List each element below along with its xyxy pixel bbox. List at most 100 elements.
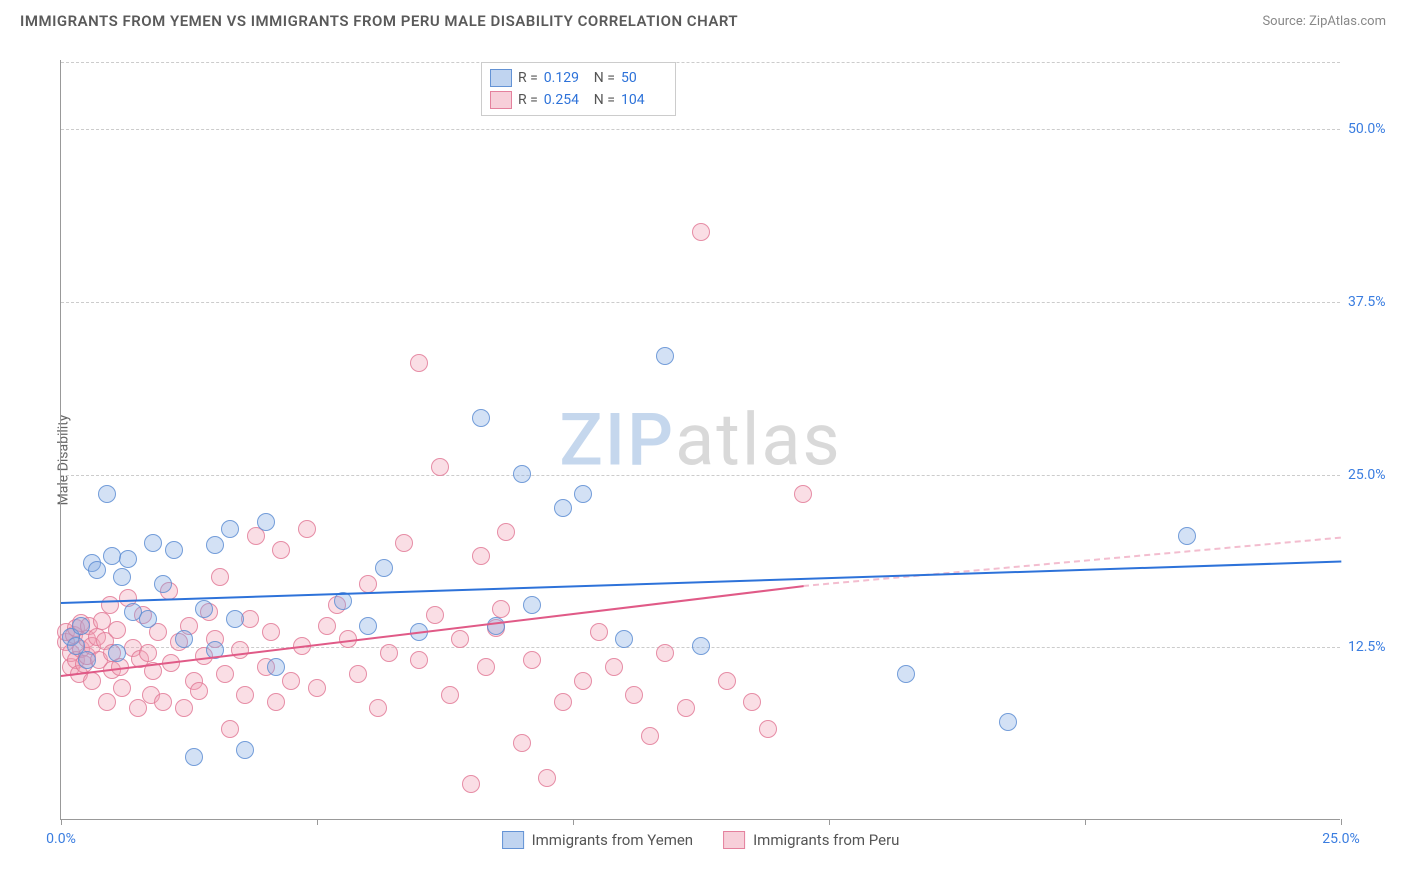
data-point-peru: [211, 568, 229, 586]
x-tick-mark: [61, 819, 62, 825]
data-point-peru: [410, 651, 428, 669]
gridline: [61, 475, 1340, 476]
data-point-peru: [451, 630, 469, 648]
data-point-yemen: [154, 575, 172, 593]
data-point-yemen: [554, 499, 572, 517]
legend-swatch: [490, 91, 512, 109]
data-point-yemen: [1178, 527, 1196, 545]
data-point-peru: [718, 672, 736, 690]
data-point-yemen: [108, 644, 126, 662]
data-point-yemen: [185, 748, 203, 766]
legend-r-label: R =: [518, 92, 538, 108]
data-point-peru: [462, 775, 480, 793]
data-point-peru: [677, 699, 695, 717]
gridline: [61, 129, 1340, 130]
data-point-peru: [426, 606, 444, 624]
legend-swatch: [723, 831, 745, 849]
data-point-peru: [298, 520, 316, 538]
source-link[interactable]: ZipAtlas.com: [1309, 14, 1386, 29]
data-point-peru: [108, 621, 126, 639]
data-point-yemen: [472, 409, 490, 427]
data-point-peru: [743, 693, 761, 711]
data-point-yemen: [221, 520, 239, 538]
chart-header: IMMIGRANTS FROM YEMEN VS IMMIGRANTS FROM…: [0, 0, 1406, 38]
legend-r-value: 0.254: [544, 92, 588, 108]
series-legend-label: Immigrants from Yemen: [532, 831, 694, 849]
data-point-yemen: [257, 513, 275, 531]
x-tick-mark: [1085, 819, 1086, 825]
data-point-yemen: [574, 485, 592, 503]
data-point-yemen: [236, 741, 254, 759]
data-point-yemen: [206, 536, 224, 554]
legend-n-value: 50: [621, 70, 665, 86]
legend-n-label: N =: [594, 92, 615, 108]
watermark: ZIPatlas: [559, 397, 841, 482]
x-tick-mark: [317, 819, 318, 825]
data-point-peru: [101, 596, 119, 614]
legend-n-value: 104: [621, 92, 665, 108]
data-point-yemen: [165, 541, 183, 559]
data-point-peru: [395, 534, 413, 552]
correlation-legend: R = 0.129 N = 50 R = 0.254 N = 104: [481, 62, 676, 116]
legend-n-label: N =: [594, 70, 615, 86]
gridline: [61, 302, 1340, 303]
data-point-yemen: [487, 617, 505, 635]
data-point-peru: [282, 672, 300, 690]
data-point-peru: [308, 679, 326, 697]
data-point-peru: [794, 485, 812, 503]
y-tick-label: 50.0%: [1348, 121, 1398, 137]
data-point-yemen: [523, 596, 541, 614]
data-point-peru: [175, 699, 193, 717]
data-point-yemen: [897, 665, 915, 683]
data-point-peru: [441, 686, 459, 704]
data-point-peru: [83, 672, 101, 690]
data-point-yemen: [195, 600, 213, 618]
gridline: [61, 62, 1340, 63]
data-point-peru: [262, 623, 280, 641]
x-tick-mark: [573, 819, 574, 825]
data-point-peru: [641, 727, 659, 745]
data-point-peru: [513, 734, 531, 752]
trendline-peru-extrapolated: [803, 537, 1341, 587]
series-legend: Immigrants from YemenImmigrants from Per…: [502, 831, 900, 849]
legend-swatch: [490, 69, 512, 87]
data-point-peru: [492, 600, 510, 618]
chart-title: IMMIGRANTS FROM YEMEN VS IMMIGRANTS FROM…: [20, 12, 738, 30]
data-point-peru: [431, 458, 449, 476]
legend-row: R = 0.254 N = 104: [490, 89, 665, 111]
data-point-yemen: [98, 485, 116, 503]
data-point-peru: [113, 679, 131, 697]
legend-r-label: R =: [518, 70, 538, 86]
data-point-peru: [380, 644, 398, 662]
data-point-peru: [236, 686, 254, 704]
data-point-peru: [154, 693, 172, 711]
data-point-yemen: [513, 465, 531, 483]
data-point-yemen: [144, 534, 162, 552]
data-point-peru: [477, 658, 495, 676]
data-point-yemen: [175, 630, 193, 648]
legend-swatch: [502, 831, 524, 849]
data-point-peru: [523, 651, 541, 669]
data-point-peru: [497, 523, 515, 541]
legend-row: R = 0.129 N = 50: [490, 67, 665, 89]
x-tick-mark: [829, 819, 830, 825]
data-point-peru: [190, 682, 208, 700]
data-point-peru: [139, 644, 157, 662]
data-point-peru: [98, 693, 116, 711]
data-point-peru: [759, 720, 777, 738]
legend-r-value: 0.129: [544, 70, 588, 86]
y-tick-label: 37.5%: [1348, 294, 1398, 310]
data-point-yemen: [267, 658, 285, 676]
y-tick-label: 12.5%: [1348, 639, 1398, 655]
data-point-peru: [241, 610, 259, 628]
data-point-yemen: [139, 610, 157, 628]
data-point-peru: [272, 541, 290, 559]
data-point-peru: [692, 223, 710, 241]
data-point-yemen: [615, 630, 633, 648]
data-point-yemen: [692, 637, 710, 655]
data-point-peru: [216, 665, 234, 683]
data-point-peru: [349, 665, 367, 683]
x-tick-label: 25.0%: [1322, 831, 1360, 847]
data-point-peru: [369, 699, 387, 717]
data-point-yemen: [78, 651, 96, 669]
